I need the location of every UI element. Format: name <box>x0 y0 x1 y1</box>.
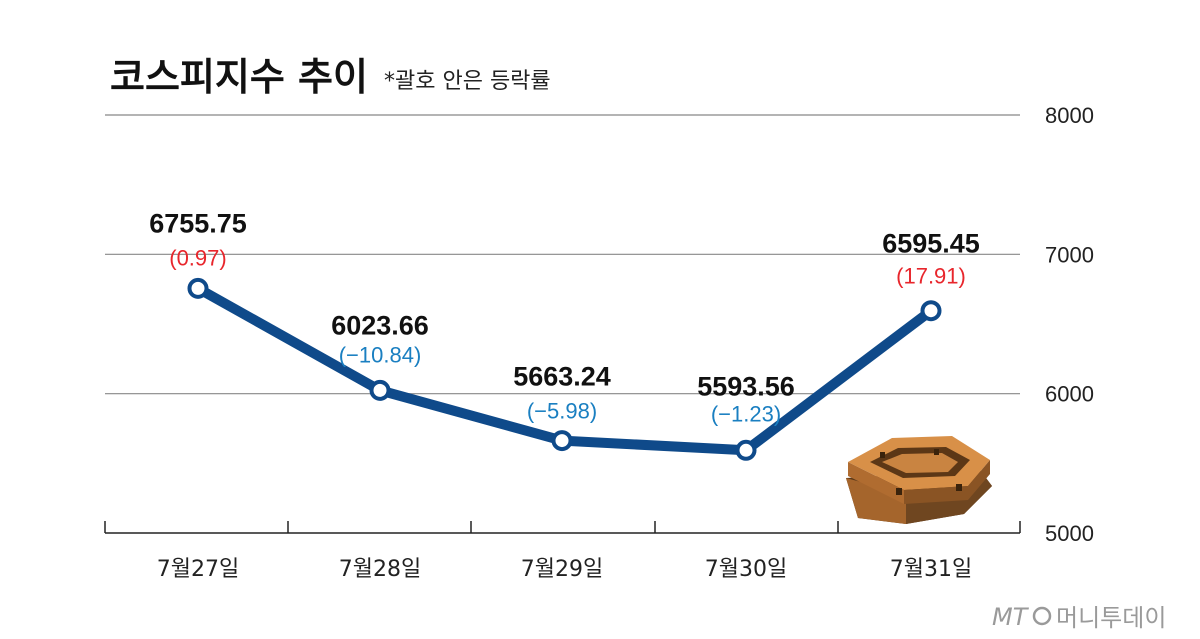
credit-name: 머니투데이 <box>1056 604 1166 632</box>
value-label: 5663.24 <box>513 362 611 392</box>
y-tick-label: 6000 <box>1045 382 1094 407</box>
chart-title: 코스피지수 추이 <box>110 55 368 99</box>
x-tick-label: 7월29일 <box>521 557 603 582</box>
x-tick-label: 7월28일 <box>339 557 421 582</box>
data-labels: 6755.75 (0.97) 6023.66(−10.84) 5663.24 (−5.9… <box>149 208 980 426</box>
change-label: (−10.84) <box>339 342 422 367</box>
x-tick-label: 7월30일 <box>705 557 787 582</box>
y-tick-label: 8000 <box>1045 103 1094 128</box>
credit-logo-circle <box>1032 606 1052 626</box>
data-point <box>369 379 391 401</box>
change-label: (−5.98) <box>527 399 597 424</box>
data-points <box>187 277 942 461</box>
value-label: 6595.45 <box>882 229 980 259</box>
value-label: 6023.66 <box>331 310 429 340</box>
change-label: (−1.23) <box>711 401 781 426</box>
value-label: 6755.75 <box>149 208 247 238</box>
chart-subtitle: *괄호 안은 등락률 <box>384 69 551 94</box>
change-label: (17.91) <box>896 264 966 289</box>
data-point <box>551 430 573 452</box>
data-point <box>187 277 209 299</box>
y-axis: 8000 7000 6000 5000 <box>1045 103 1094 546</box>
data-point <box>735 439 757 461</box>
credit-logo-mark: MT <box>992 603 1030 631</box>
data-point <box>920 300 942 322</box>
grid-lines <box>105 114 1020 395</box>
y-tick-label: 7000 <box>1045 242 1094 267</box>
x-tick-label: 7월31일 <box>890 557 972 582</box>
value-label: 5593.56 <box>697 371 795 401</box>
hexagon-tray-illustration <box>846 436 992 524</box>
change-label: (0.97) <box>169 245 226 270</box>
x-axis: 7월27일 7월28일 7월29일 7월30일 7월31일 <box>104 521 1021 582</box>
credit-logo: MT 머니투데이 <box>992 603 1166 632</box>
y-tick-label: 5000 <box>1045 521 1094 546</box>
x-tick-label: 7월27일 <box>157 557 239 582</box>
